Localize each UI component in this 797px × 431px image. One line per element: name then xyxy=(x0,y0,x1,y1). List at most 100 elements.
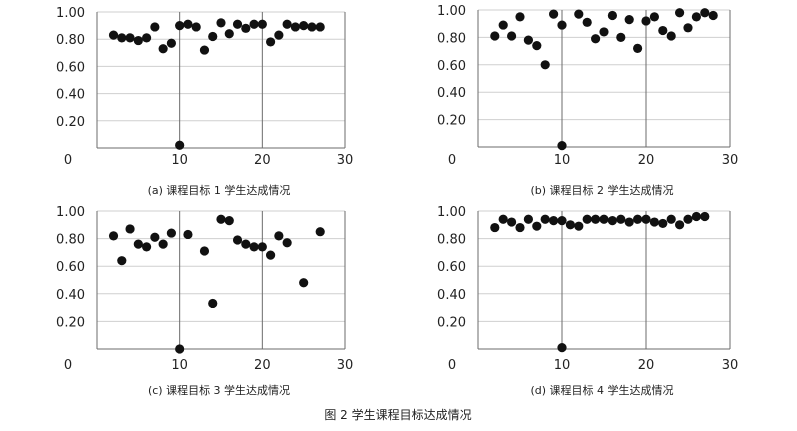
figure-caption: 图 2 学生课程目标达成情况 xyxy=(324,407,471,422)
scatter-point xyxy=(257,242,267,252)
scatter-point xyxy=(224,216,234,226)
x-tick-label: 20 xyxy=(638,153,655,168)
scatter-point xyxy=(249,242,259,252)
y-tick-label: 1.00 xyxy=(56,205,85,220)
scatter-point xyxy=(282,238,292,248)
scatter-point xyxy=(549,216,559,226)
scatter-point xyxy=(574,9,584,19)
scatter-point xyxy=(599,27,609,37)
scatter-point xyxy=(175,140,185,150)
scatter-point xyxy=(507,31,517,41)
scatter-point xyxy=(315,227,325,237)
scatter-point xyxy=(607,216,618,226)
x-tick-label: 20 xyxy=(254,358,271,373)
x-tick-label: 30 xyxy=(722,153,739,168)
scatter-point xyxy=(117,256,127,266)
scatter-point xyxy=(241,239,251,249)
chart-caption: (b) 课程目标 2 学生达成情况 xyxy=(530,183,673,197)
scatter-point xyxy=(108,30,119,40)
x-tick-label: 30 xyxy=(337,153,354,168)
scatter-point xyxy=(549,9,559,19)
x-tick-label: 10 xyxy=(171,358,188,373)
scatter-point xyxy=(700,8,710,18)
x-tick-label: 30 xyxy=(337,358,354,373)
scatter-point xyxy=(540,214,550,224)
scatter-point xyxy=(565,220,576,230)
scatter-point xyxy=(142,242,152,252)
scatter-point xyxy=(557,216,567,226)
x-tick-label: 10 xyxy=(554,153,571,168)
scatter-point xyxy=(675,8,685,18)
scatter-point xyxy=(299,21,309,31)
scatter-point xyxy=(574,221,584,231)
scatter-point xyxy=(183,229,193,240)
scatter-point xyxy=(607,10,618,21)
scatter-point xyxy=(557,343,567,353)
chart-panel-b: 0.20 0.40 0.60 0.80 1.00 10 20 30 0 (b) 课程目标 2 学生… xyxy=(437,4,738,197)
scatter-point xyxy=(582,17,592,27)
x-tick-label: 20 xyxy=(638,358,655,373)
scatter-point xyxy=(208,31,218,42)
scatter-point xyxy=(666,214,676,224)
chart-panel-c: 0.20 0.40 0.60 0.80 1.00 10 20 30 0 (c) 课程目标 3 学生… xyxy=(56,205,353,397)
y-tick-label: 0.20 xyxy=(56,115,85,130)
origin-label: 0 xyxy=(448,358,456,373)
y-tick-label: 0.40 xyxy=(56,88,85,103)
scatter-point xyxy=(232,235,243,245)
scatter-point xyxy=(490,31,500,41)
y-tick-label: 0.80 xyxy=(56,233,85,248)
y-tick-label: 0.20 xyxy=(56,315,85,330)
scatter-point xyxy=(498,20,508,30)
scatter-point xyxy=(616,32,626,43)
x-tick-label: 30 xyxy=(722,358,739,373)
scatter-point xyxy=(166,228,176,238)
scatter-point xyxy=(133,35,143,46)
scatter-point xyxy=(266,250,276,260)
scatter-point xyxy=(241,23,251,33)
y-tick-label: 0.80 xyxy=(437,31,466,46)
scatter-point xyxy=(108,231,119,241)
chart-panel-a: 0.20 0.40 0.60 0.80 1.00 10 20 30 0 (a) 课程目标 1 学生… xyxy=(56,6,353,197)
y-tick-label: 0.40 xyxy=(437,86,466,101)
scatter-point xyxy=(675,220,685,230)
scatter-point xyxy=(523,35,534,45)
scatter-point xyxy=(616,214,626,224)
scatter-point xyxy=(282,19,292,29)
scatter-point xyxy=(557,141,567,151)
y-tick-label: 0.20 xyxy=(437,114,466,129)
scatter-point xyxy=(274,30,284,40)
chart-caption: (a) 课程目标 1 学生达成情况 xyxy=(148,183,291,197)
scatter-point xyxy=(208,298,218,309)
chart-caption: (c) 课程目标 3 学生达成情况 xyxy=(148,383,290,397)
scatter-point xyxy=(591,214,601,224)
scatter-point xyxy=(691,12,702,22)
y-tick-label: 1.00 xyxy=(437,205,466,220)
scatter-point xyxy=(683,214,693,224)
scatter-point xyxy=(191,22,201,32)
scatter-point xyxy=(307,22,317,32)
scatter-point xyxy=(158,44,168,54)
scatter-point xyxy=(507,217,517,227)
y-tick-label: 0.60 xyxy=(56,260,85,275)
scatter-point xyxy=(523,214,534,224)
scatter-point xyxy=(183,19,193,29)
scatter-point xyxy=(249,19,259,29)
scatter-point xyxy=(624,217,634,227)
scatter-point xyxy=(125,224,135,234)
scatter-point xyxy=(649,12,660,22)
scatter-point xyxy=(658,218,668,229)
scatter-point xyxy=(299,278,309,288)
scatter-point xyxy=(649,217,660,227)
scatter-point xyxy=(133,239,143,249)
scatter-point xyxy=(532,221,542,231)
y-tick-label: 1.00 xyxy=(437,4,466,19)
chart-caption: (d) 课程目标 4 学生达成情况 xyxy=(530,383,673,397)
scatter-point xyxy=(633,43,643,53)
scatter-point xyxy=(599,214,609,224)
x-tick-label: 10 xyxy=(171,153,188,168)
scatter-point xyxy=(166,38,176,48)
scatter-point xyxy=(582,214,592,224)
scatter-point xyxy=(633,214,643,224)
scatter-point xyxy=(290,22,300,32)
scatter-point xyxy=(708,10,718,21)
